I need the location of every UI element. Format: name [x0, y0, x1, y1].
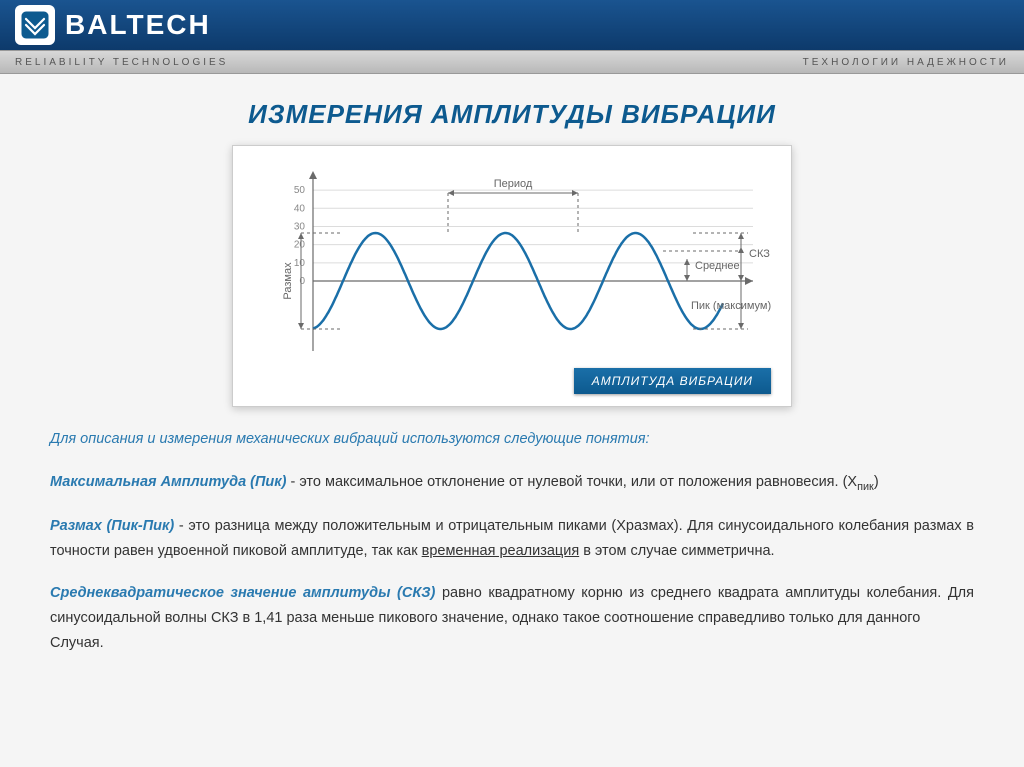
- chart-badge: АМПЛИТУДА ВИБРАЦИИ: [574, 368, 771, 394]
- svg-text:30: 30: [294, 221, 306, 232]
- header-sub: RELIABILITY TECHNOLOGIES ТЕХНОЛОГИИ НАДЕ…: [0, 50, 1024, 74]
- header-main: BALTECH: [0, 0, 1024, 50]
- chart-container: 0 10 20 30 40 50 Период Размах СКЗ Среднее Пик (ма…: [232, 145, 792, 407]
- term-range: Размах (Пик-Пик): [50, 518, 174, 534]
- svg-text:10: 10: [294, 258, 306, 269]
- svg-text:Размах: Размах: [282, 262, 294, 300]
- amplitude-chart: 0 10 20 30 40 50 Период Размах СКЗ Среднее Пик (ма…: [253, 161, 773, 361]
- tagline-right: ТЕХНОЛОГИИ НАДЕЖНОСТИ: [803, 57, 1009, 68]
- paragraph-range: Размах (Пик-Пик) - это разница между пол…: [50, 514, 974, 563]
- svg-text:0: 0: [299, 276, 305, 287]
- paragraph-rms: Среднеквадратическое значение амплитуды …: [50, 581, 974, 655]
- content-body: Для описания и измерения механических ви…: [0, 427, 1024, 655]
- tagline-left: RELIABILITY TECHNOLOGIES: [15, 57, 228, 68]
- svg-text:СКЗ: СКЗ: [749, 248, 770, 260]
- term-rms: Среднеквадратическое значение амплитуды …: [50, 585, 435, 601]
- svg-text:Пик (максимум): Пик (максимум): [691, 300, 771, 312]
- brand-logo: [15, 5, 55, 45]
- svg-text:20: 20: [294, 240, 306, 251]
- svg-text:Среднее: Среднее: [695, 260, 740, 272]
- brand-name: BALTECH: [65, 9, 211, 41]
- term-peak: Максимальная Амплитуда (Пик): [50, 474, 286, 490]
- svg-text:40: 40: [294, 203, 306, 214]
- svg-text:50: 50: [294, 185, 306, 196]
- svg-text:Период: Период: [494, 178, 533, 190]
- paragraph-peak: Максимальная Амплитуда (Пик) - это макси…: [50, 470, 974, 496]
- intro-text: Для описания и измерения механических ви…: [50, 427, 974, 452]
- page-title: ИЗМЕРЕНИЯ АМПЛИТУДЫ ВИБРАЦИИ: [0, 99, 1024, 130]
